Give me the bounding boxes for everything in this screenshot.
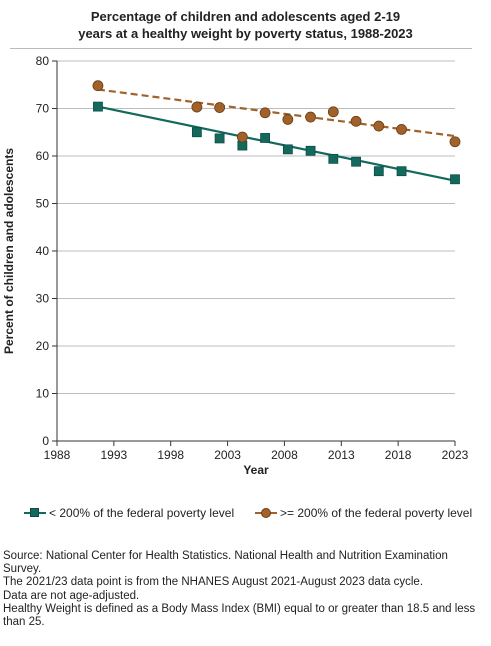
legend-circle-marker-icon [255, 507, 277, 519]
data-point-series-2 [214, 102, 226, 113]
y-tick-label: 60 [36, 149, 50, 163]
x-tick-label: 2003 [214, 448, 241, 462]
chart-title-line-2: years at a healthy weight by poverty sta… [78, 26, 413, 41]
y-tick-label: 30 [36, 292, 50, 306]
data-point-series-2 [350, 115, 362, 127]
data-point-series-2 [449, 136, 461, 148]
legend-square-marker-icon [24, 507, 46, 519]
chart-title: Percentage of children and adolescents a… [0, 8, 491, 42]
data-point-series-1 [237, 140, 248, 151]
data-point-series-2 [396, 123, 407, 135]
x-tick-label: 2023 [442, 448, 469, 462]
data-point-series-1 [191, 127, 202, 138]
title-divider [10, 48, 472, 49]
trend-line-series-1 [97, 105, 456, 182]
data-point-series-1 [282, 144, 293, 155]
y-tick-label: 10 [36, 387, 50, 401]
data-point-series-2 [282, 114, 294, 125]
data-point-series-1 [351, 156, 361, 167]
data-point-series-2 [191, 101, 203, 113]
x-tick-label: 2008 [271, 448, 298, 462]
data-point-series-2 [305, 111, 316, 123]
source-line-4: Healthy Weight is defined as a Body Mass… [3, 602, 476, 629]
x-tick-label: 1988 [44, 448, 71, 462]
trend-line-series-2 [97, 88, 456, 138]
chart-title-line-1: Percentage of children and adolescents a… [90, 9, 401, 24]
data-point-series-2 [236, 131, 248, 143]
source-line-3: Data are not age-adjusted. [3, 589, 140, 602]
x-tick-label: 2018 [385, 448, 412, 462]
legend-item-below-200: < 200% of the federal poverty level [24, 506, 234, 520]
y-tick-label: 80 [36, 54, 50, 68]
source-notes: Source: National Center for Health Stati… [3, 550, 488, 629]
data-point-series-1 [260, 133, 270, 143]
data-point-series-1 [373, 166, 384, 177]
y-tick-label: 0 [42, 434, 49, 448]
data-point-series-2 [259, 107, 271, 119]
y-tick-label: 40 [36, 244, 50, 258]
y-tick-label: 70 [36, 102, 50, 116]
chart-legend: < 200% of the federal poverty level >= 2… [0, 506, 491, 524]
x-tick-label: 1993 [101, 448, 128, 462]
y-tick-label: 50 [36, 197, 50, 211]
source-line-1: Source: National Center for Health Stati… [3, 550, 448, 576]
data-point-series-1 [93, 101, 103, 112]
data-point-series-1 [305, 145, 316, 156]
data-point-series-2 [92, 80, 104, 92]
legend-item-above-200: >= 200% of the federal poverty level [255, 506, 472, 520]
data-point-series-1 [214, 133, 225, 144]
y-axis-label: Percent of children and adolescents [2, 148, 16, 354]
y-tick-label: 20 [36, 339, 50, 353]
data-point-series-2 [373, 120, 385, 132]
data-point-series-1 [328, 153, 339, 164]
data-point-series-2 [327, 106, 339, 118]
legend-label-below-200: < 200% of the federal poverty level [49, 506, 235, 520]
x-axis-label: Year [243, 463, 269, 477]
data-point-series-1 [450, 174, 460, 185]
legend-label-above-200: >= 200% of the federal poverty level [280, 506, 473, 520]
x-tick-label: 2013 [328, 448, 355, 462]
x-tick-label: 1998 [157, 448, 184, 462]
source-line-2: The 2021/23 data point is from the NHANE… [3, 576, 424, 589]
chart-canvas: 0 10 20 30 40 50 60 70 80 1988 1993 1998 2003 2008 201… [2, 54, 469, 477]
data-point-series-1 [396, 166, 407, 177]
